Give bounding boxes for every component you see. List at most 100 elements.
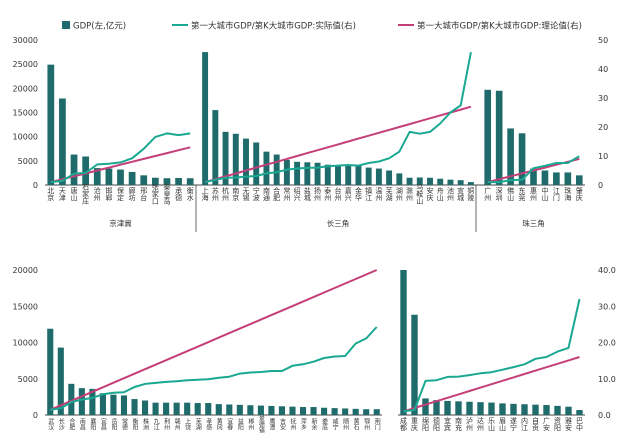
category-label-咸宁: 咸宁	[331, 417, 338, 430]
gdp-bar-乐山	[488, 402, 495, 415]
category-label-邯郸: 邯郸	[105, 186, 113, 202]
category-label-嘉兴: 嘉兴	[344, 186, 352, 202]
bottom-left-axis-tick-1: 5000	[18, 375, 38, 384]
gdp-bar-南通	[263, 151, 270, 185]
category-label-杭州: 杭州	[222, 186, 230, 201]
gdp-bar-黄冈	[215, 404, 222, 415]
category-label-盐城: 盐城	[303, 186, 311, 202]
category-label-合肥: 合肥	[273, 186, 281, 202]
category-label-黄冈: 黄冈	[215, 417, 222, 431]
category-label-南京: 南京	[232, 186, 240, 202]
category-label-南充: 南充	[455, 416, 463, 432]
theory-line-3	[49, 269, 378, 411]
gdp-bar-抚州	[289, 406, 296, 415]
top-left-axis-tick-6: 30000	[13, 36, 38, 45]
category-label-株洲: 株洲	[142, 417, 149, 430]
category-label-常德: 常德	[120, 417, 127, 431]
gdp-bar-孝感	[205, 403, 212, 415]
category-label-泰州: 泰州	[324, 186, 332, 201]
category-label-承德: 承德	[175, 186, 183, 202]
gdp-bar-萍乡	[299, 407, 307, 415]
category-label-张家口: 张家口	[151, 183, 159, 205]
category-label-成都: 成都	[400, 416, 408, 432]
category-label-鄂州: 鄂州	[363, 417, 370, 430]
category-label-衡水: 衡水	[186, 186, 194, 201]
gdp-bar-湖州	[396, 173, 403, 185]
category-label-乐山: 乐山	[488, 416, 496, 432]
category-label-合肥: 合肥	[68, 417, 75, 431]
gdp-bar-芜湖	[194, 403, 201, 415]
category-label-绵阳: 绵阳	[422, 416, 430, 432]
gdp-bar-安庆	[427, 177, 433, 185]
group-label-珠三角: 珠三角	[522, 218, 545, 228]
legend-swatch-gdp	[62, 21, 70, 29]
top-right-axis-tick-4: 40	[598, 65, 608, 74]
gdp-bar-娄底	[321, 407, 328, 415]
gdp-bar-嘉兴	[345, 165, 352, 185]
gdp-bar-郴州	[247, 405, 254, 415]
gdp-bar-廊坊	[128, 171, 136, 185]
category-label-荆门: 荆门	[373, 417, 380, 431]
gdp-bar-合肥	[68, 383, 75, 415]
gdp-bar-上饶	[184, 402, 191, 415]
category-label-东莞: 东莞	[518, 186, 526, 202]
category-label-黄石: 黄石	[352, 417, 359, 431]
gdp-bar-咸宁	[331, 408, 338, 415]
gdp-bar-保定	[117, 169, 124, 185]
category-label-鹰潭: 鹰潭	[268, 417, 275, 431]
gdp-bar-鹰潭	[268, 405, 275, 415]
category-label-娄底: 娄底	[321, 417, 328, 431]
category-label-随州: 随州	[342, 417, 349, 430]
category-label-沧州: 沧州	[93, 186, 101, 201]
category-label-内江: 内江	[521, 416, 529, 432]
gdp-bar-随州	[342, 408, 349, 415]
gdp-bar-肇庆	[575, 175, 583, 185]
category-label-湖州: 湖州	[395, 186, 403, 201]
category-label-秦皇岛: 秦皇岛	[163, 183, 171, 206]
category-label-资阳: 资阳	[554, 416, 562, 432]
category-label-深圳: 深圳	[495, 186, 503, 202]
gdp-bar-珠海	[564, 172, 572, 185]
gdp-bar-滁州	[406, 177, 413, 185]
gdp-bar-自贡	[532, 404, 539, 415]
bottom-left-axis-tick-4: 20000	[13, 266, 38, 275]
category-label-常州: 常州	[283, 186, 291, 201]
category-label-衡阳: 衡阳	[131, 417, 138, 431]
category-label-滁州: 滁州	[406, 186, 414, 201]
gdp-bar-东莞	[518, 133, 526, 185]
gdp-bar-巴中	[576, 410, 583, 415]
gdp-bar-承德	[175, 177, 182, 185]
gdp-bar-荆州	[163, 402, 170, 415]
gdp-bar-资阳	[554, 405, 561, 415]
gdp-bar-惠州	[530, 168, 537, 185]
gdp-bar-邯郸	[105, 168, 113, 185]
gdp-bar-邢台	[140, 175, 148, 185]
gdp-bar-赣州	[173, 402, 180, 415]
category-label-赣州: 赣州	[173, 417, 180, 430]
gdp-bar-泸州	[466, 401, 473, 415]
gdp-bar-芜湖	[386, 170, 393, 185]
gdp-bar-衡水	[186, 178, 194, 185]
gdp-bar-吉安	[278, 406, 286, 415]
category-label-眉山: 眉山	[499, 417, 507, 432]
gdp-bar-宣城	[457, 180, 464, 185]
category-label-保定: 保定	[117, 186, 125, 202]
gdp-bar-新余	[310, 407, 317, 415]
gdp-bar-中山	[541, 170, 549, 185]
category-label-石家庄: 石家庄	[82, 184, 90, 206]
gdp-bar-衡阳	[131, 399, 138, 415]
gdp-bar-扬州	[314, 162, 321, 185]
category-label-廊坊: 廊坊	[128, 186, 136, 202]
category-label-北京: 北京	[47, 187, 55, 202]
gdp-bar-金华	[355, 165, 362, 185]
gdp-bar-张家口	[151, 177, 159, 185]
gdp-bar-黄石	[352, 408, 359, 415]
gdp-bar-遂宁	[510, 403, 517, 415]
category-label-绍兴: 绍兴	[293, 186, 301, 202]
actual-line-2	[487, 155, 580, 184]
category-label-安庆: 安庆	[426, 186, 434, 202]
theory-line-1	[204, 105, 472, 184]
legend-label-actual: 第一大城市GDP/第K大城市GDP:实际值(右)	[191, 21, 356, 32]
category-label-肇庆: 肇庆	[575, 186, 583, 202]
